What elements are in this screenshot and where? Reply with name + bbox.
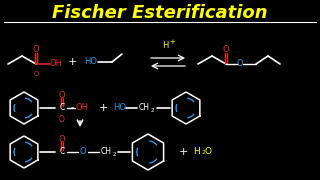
Text: CH: CH <box>100 147 111 156</box>
Text: -: - <box>70 103 74 112</box>
Text: 2: 2 <box>201 150 205 154</box>
Text: +: + <box>67 57 77 67</box>
Text: O: O <box>33 71 39 77</box>
Text: Fischer Esterification: Fischer Esterification <box>52 4 268 22</box>
Text: O: O <box>237 60 243 69</box>
Text: O: O <box>59 136 65 145</box>
Text: HO: HO <box>84 57 97 66</box>
Text: O: O <box>80 147 86 156</box>
Text: 2: 2 <box>150 109 154 114</box>
Text: +: + <box>178 147 188 157</box>
Text: O: O <box>33 46 39 55</box>
Text: C: C <box>60 147 65 156</box>
Text: +: + <box>98 103 108 113</box>
Text: H: H <box>193 147 199 156</box>
Text: OH: OH <box>76 103 89 112</box>
Text: 2: 2 <box>112 152 116 158</box>
Text: OH: OH <box>50 60 63 69</box>
Text: O: O <box>204 147 212 156</box>
Text: HO: HO <box>113 103 126 112</box>
Text: CH: CH <box>139 103 149 112</box>
Text: O: O <box>59 116 65 125</box>
Text: C: C <box>60 103 65 112</box>
Text: H: H <box>162 42 168 51</box>
Text: O: O <box>59 91 65 100</box>
Text: O: O <box>223 46 229 55</box>
Text: +: + <box>169 39 175 45</box>
